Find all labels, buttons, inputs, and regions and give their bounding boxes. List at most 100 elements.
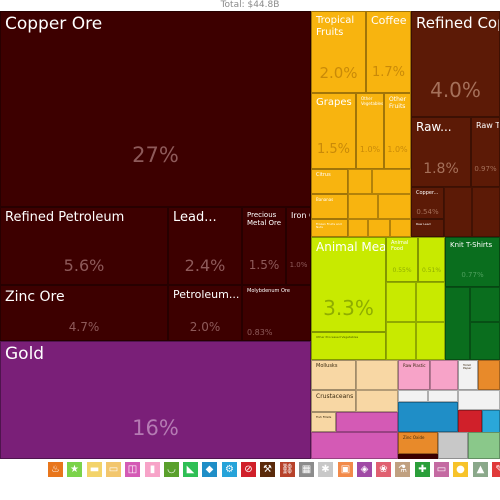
train-icon[interactable]: ✎ (491, 461, 500, 478)
tile-mollusks: Mollusks (311, 360, 356, 390)
tile-percent: 1.5% (316, 142, 351, 157)
tile-label: Precious Metal Ore (247, 211, 282, 228)
tile-percent: 0.97% (474, 165, 497, 173)
tile-tropical-fruits: Tropical Fruits 2.0% (311, 11, 366, 93)
tile-copper-ore: Copper Ore 27% (0, 11, 311, 207)
tile-percent: 1.0% (359, 145, 381, 154)
diamond-icon[interactable]: ◈ (356, 461, 373, 478)
tile-percent: 27% (132, 143, 179, 167)
tile-percent: 1.0% (289, 261, 308, 269)
tile-percent: 1.7% (371, 65, 406, 80)
tile-zinc-ore: Zinc Ore 4.7% (0, 285, 168, 341)
tray-icon[interactable]: ▭ (433, 461, 450, 478)
tile-precious-metal-ore: Precious Metal Ore 1.5% (242, 207, 286, 285)
tile-percent: 0.54% (416, 208, 439, 216)
tile-percent: 0.55% (392, 267, 412, 274)
tile-percent: 16% (132, 416, 179, 440)
tile-label: Copper... (416, 190, 439, 196)
tile-animal-food: Animal Food 0.55% (386, 237, 418, 282)
tile-lead: Lead... 2.4% (168, 207, 242, 285)
tile-refined-copper: Refined Copper 4.0% (411, 11, 500, 117)
box2-icon[interactable]: ▣ (337, 461, 354, 478)
shoe-icon[interactable]: ◣ (182, 461, 199, 478)
tile-label: Fish Fillets (316, 415, 332, 419)
tile-minor-product (311, 432, 398, 459)
drop-icon[interactable]: ▮ (144, 461, 161, 478)
tile-label: Raw Tin (476, 121, 500, 130)
star-icon[interactable]: ★ (66, 461, 83, 478)
tile-percent: 4.0% (430, 78, 481, 102)
tile-coffee: Coffee 1.7% (366, 11, 411, 93)
tile-label: Mollusks (316, 363, 338, 369)
tile-label: Raw Plastic (403, 363, 426, 368)
tile-percent: 5.6% (63, 256, 105, 275)
tile-percent: 4.7% (68, 320, 100, 334)
tile-label: Refined Copper (416, 14, 499, 32)
tile-other-vegetables: Other Vegetables 1.0% (356, 93, 384, 169)
tile-minor-product (348, 219, 368, 237)
tile-percent: 3.3% (323, 296, 374, 320)
tile-minor-product (458, 390, 500, 410)
tile-minor-product (444, 187, 472, 237)
flask-icon[interactable]: ⚗ (394, 461, 411, 478)
tag-icon[interactable]: ▭ (105, 461, 122, 478)
tile-grapes: Grapes 1.5% (311, 93, 356, 169)
tile-minor-product (478, 360, 500, 390)
tile-label: Other Fruits (389, 96, 407, 110)
tile-minor-product (470, 287, 500, 322)
tile-knit-t-shirts: Knit T-Shirts 0.77% (445, 237, 500, 287)
tile-label: Knit T-Shirts (450, 241, 493, 249)
pick-icon[interactable]: ⚒ (259, 461, 276, 478)
sector-legend: ♨ ★ ▬ ▭ ◫ ▮ ◡ ◣ ◆ ⚙ ⊘ ⚒ ⛓ ▦ ✱ ▣ ◈ ❀ ⚗ ✚ ▭ ● ▲ ✎ (0, 459, 500, 500)
tile-label: Other Processed Vegetables (316, 335, 359, 339)
cells-icon[interactable]: ⚙ (221, 461, 238, 478)
lamp-icon[interactable]: ▲ (472, 461, 489, 478)
tile-minor-product (390, 219, 411, 237)
shirt-icon[interactable]: ✚ (414, 461, 431, 478)
fire-icon[interactable]: ♨ (47, 461, 64, 478)
tile-minor-product (445, 287, 470, 360)
tile-zinc-oxide: Zinc Oxide (398, 432, 438, 454)
tile-percent: 0.51% (421, 267, 442, 274)
no-icon[interactable]: ⊘ (240, 461, 257, 478)
tile-raw: Raw... 1.8% (411, 117, 471, 187)
tile-percent: 1.5% (248, 258, 280, 272)
tile-raw-plastic: Raw Plastic (398, 360, 430, 390)
tile-label: Raw... (416, 120, 452, 134)
tile-crustaceans: Crustaceans (311, 390, 356, 412)
tile-minor-product (416, 322, 445, 360)
tile-copper: Copper... 0.54% (411, 187, 444, 219)
tile-minor-product (386, 282, 416, 322)
egg-icon[interactable]: ● (452, 461, 469, 478)
dice-icon[interactable]: ▦ (298, 461, 315, 478)
tile-citrus: Citrus (311, 169, 348, 194)
tile-frozen-fruits-and-nuts: Frozen Fruits and Nuts (311, 219, 348, 237)
tile-label: Bananas (316, 197, 334, 202)
tile-label: Copper Ore (5, 14, 103, 34)
tile-other-processed-vegetables: Other Processed Vegetables (311, 332, 386, 360)
tile-label: Other Vegetables (361, 96, 384, 106)
tile-label: Animal Meal and Pellets (316, 240, 386, 254)
tile-bananas: Bananas (311, 194, 348, 219)
tile-label: Raw Lead (416, 222, 431, 226)
frame-icon[interactable]: ◫ (124, 461, 141, 478)
tile-label: Iron Ore (291, 211, 310, 220)
gem-icon[interactable]: ◆ (201, 461, 218, 478)
tile-percent: 1.8% (423, 161, 459, 177)
tile-label: Frozen Fruits and Nuts (316, 222, 342, 230)
leaf-icon[interactable]: ❀ (375, 461, 392, 478)
tile-label: Molybdenum Ore (247, 288, 290, 294)
tile-minor-product (468, 432, 500, 459)
tile-minor-product (348, 169, 372, 194)
tile-label: Tropical Fruits (316, 15, 355, 38)
tile-label: Refined Petroleum (5, 210, 125, 225)
treemap-area: Copper Ore 27% Refined Petroleum 5.6% Lead..… (0, 11, 500, 459)
box-icon[interactable]: ▬ (86, 461, 103, 478)
gear-icon[interactable]: ✱ (317, 461, 334, 478)
total-label: Total: $44.8B (0, 0, 500, 11)
tile-label: Toilet Paper (463, 363, 472, 371)
tile-label: Petroleum... (173, 288, 240, 301)
tile-tile: 0.51% (418, 237, 445, 282)
chain-icon[interactable]: ⛓ (279, 461, 296, 478)
bowl-icon[interactable]: ◡ (163, 461, 180, 478)
